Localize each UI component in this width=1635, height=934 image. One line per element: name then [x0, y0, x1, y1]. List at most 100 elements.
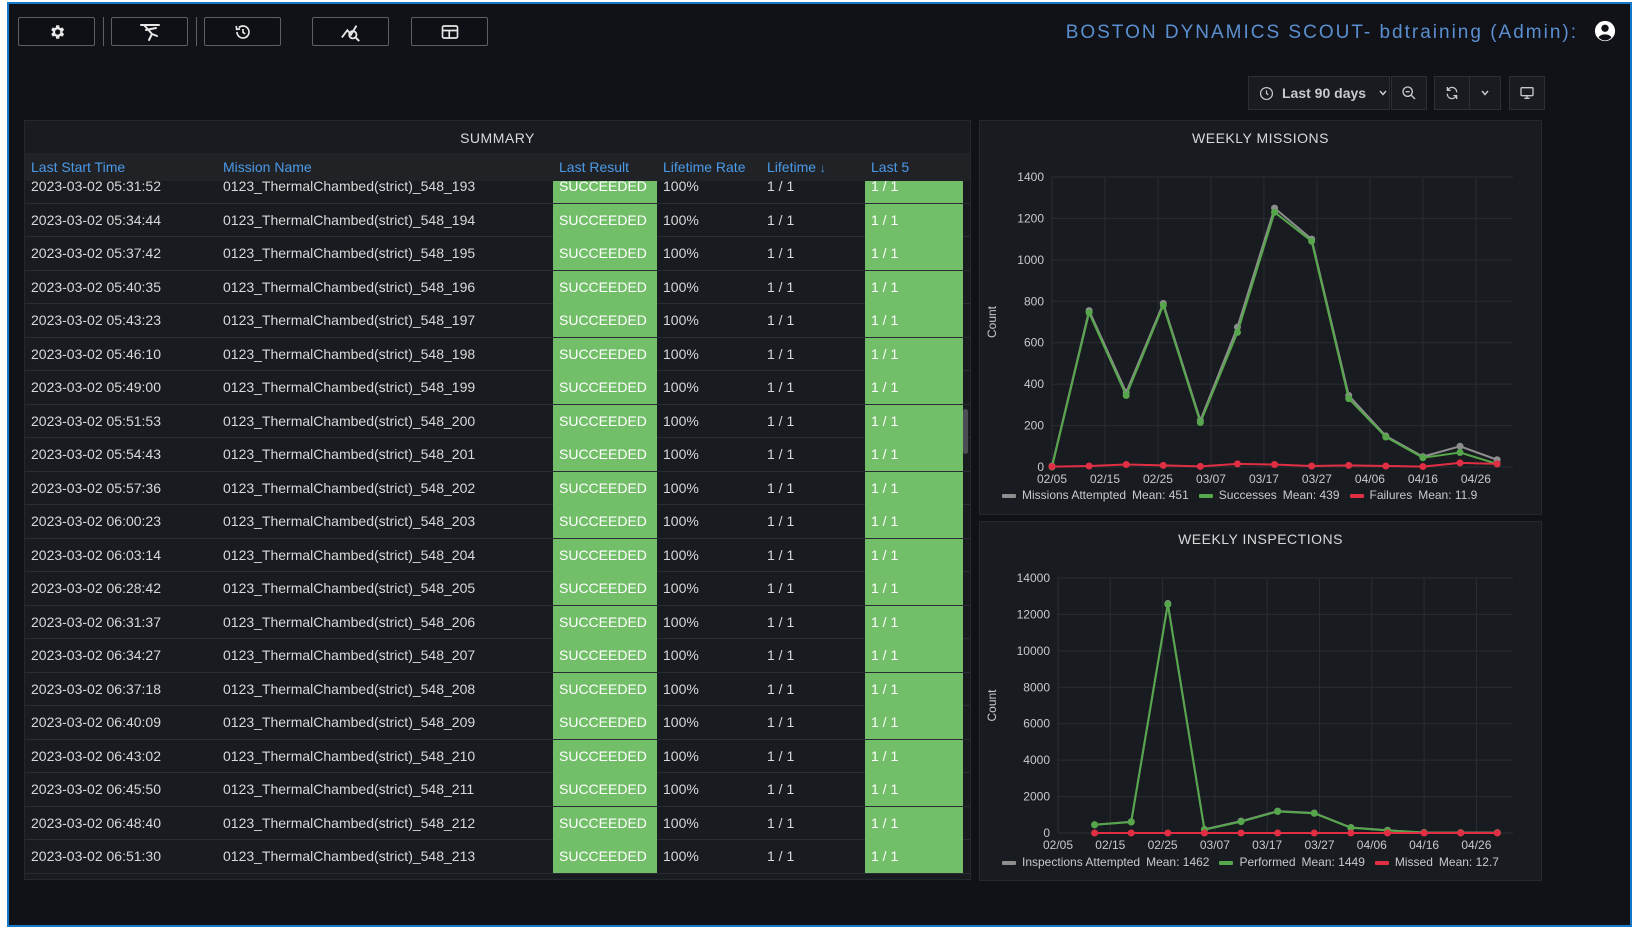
table-row[interactable]: 2023-03-02 05:49:00 0123_ThermalChambed(s… [25, 371, 970, 405]
table-scrollbar[interactable] [963, 409, 968, 454]
mission-name-cell[interactable]: 0123_ThermalChambed(strict)_548_194 [223, 211, 476, 228]
analytics-button[interactable] [312, 17, 389, 46]
last-result-cell: SUCCEEDED [553, 505, 657, 538]
mission-name-cell[interactable]: 0123_ThermalChambed(strict)_548_202 [223, 479, 476, 496]
mission-name-cell[interactable]: 0123_ThermalChambed(strict)_548_212 [223, 814, 476, 831]
table-row[interactable]: 2023-03-02 05:43:23 0123_ThermalChambed(s… [25, 304, 970, 338]
lifetime-rate-cell: 100% [663, 379, 699, 395]
lifetime-rate-cell: 100% [663, 680, 699, 697]
toolbar-divider [103, 17, 104, 46]
refresh-button[interactable] [1434, 76, 1470, 110]
mission-name-cell[interactable]: 0123_ThermalChambed(strict)_548_204 [223, 546, 476, 563]
table-row[interactable]: 2023-03-02 05:57:36 0123_ThermalChambed(s… [25, 471, 970, 505]
lifetime-cell: 1 / 1 [767, 546, 795, 563]
legend-item[interactable]: Missions Attempted Mean: 451 [1002, 488, 1189, 502]
column-header-mission-name[interactable]: Mission Name [223, 159, 312, 175]
robot-view-button[interactable] [111, 17, 188, 46]
legend-item[interactable]: Performed Mean: 1449 [1219, 855, 1365, 869]
mission-name-cell[interactable]: 0123_ThermalChambed(strict)_548_207 [223, 647, 476, 663]
table-row[interactable]: 2023-03-02 06:00:23 0123_ThermalChambed(s… [25, 505, 970, 539]
data-point [1347, 824, 1355, 832]
settings-button[interactable] [18, 17, 95, 46]
legend-series-mean: Mean: 1462 [1146, 855, 1210, 869]
legend-series-mean: Mean: 12.7 [1438, 855, 1499, 869]
dashboard-button[interactable] [411, 17, 488, 46]
table-row[interactable]: 2023-03-02 05:34:44 0123_ThermalChambed(s… [25, 203, 970, 237]
mission-name-cell[interactable]: 0123_ThermalChambed(strict)_548_203 [223, 513, 476, 529]
table-row[interactable]: 2023-03-02 05:54:43 0123_ThermalChambed(s… [25, 438, 970, 472]
last-start-time-cell: 2023-03-02 05:49:00 [31, 379, 161, 395]
history-button[interactable] [204, 17, 281, 46]
mission-name-cell[interactable]: 0123_ThermalChambed(strict)_548_201 [223, 446, 476, 462]
mission-name-cell[interactable]: 0123_ThermalChambed(strict)_548_206 [223, 613, 476, 630]
data-point [1308, 237, 1316, 245]
mission-name-cell[interactable]: 0123_ThermalChambed(strict)_548_198 [223, 345, 476, 362]
last-5-cell: 1 / 1 [865, 840, 963, 873]
mission-name-cell[interactable]: 0123_ThermalChambed(strict)_548_195 [223, 245, 476, 261]
mission-name-cell[interactable]: 0123_ThermalChambed(strict)_548_210 [223, 747, 476, 764]
legend-swatch [1198, 493, 1213, 498]
table-row[interactable]: 2023-03-02 05:31:52 0123_ThermalChambed(s… [25, 181, 970, 204]
mission-name-cell[interactable]: 0123_ThermalChambed(strict)_548_211 [223, 781, 475, 797]
column-header-lifetime[interactable]: Lifetime ↓ [761, 153, 865, 181]
legend-item[interactable]: Successes Mean: 439 [1198, 488, 1340, 502]
column-header-last-result[interactable]: Last Result [559, 159, 630, 175]
mission-name-cell[interactable]: 0123_ThermalChambed(strict)_548_213 [223, 848, 476, 864]
legend-item[interactable]: Inspections Attempted Mean: 1462 [1002, 855, 1209, 869]
lifetime-rate-cell: 100% [663, 211, 699, 228]
lifetime-cell: 1 / 1 [767, 479, 795, 496]
legend-series-name: Successes [1218, 488, 1277, 502]
time-range-picker[interactable]: Last 90 days [1248, 76, 1390, 110]
view-mode-button[interactable] [1509, 76, 1545, 110]
mission-name-cell[interactable]: 0123_ThermalChambed(strict)_548_209 [223, 714, 476, 730]
mission-name-cell[interactable]: 0123_ThermalChambed(strict)_548_197 [223, 312, 476, 328]
mission-name-cell[interactable]: 0123_ThermalChambed(strict)_548_205 [223, 580, 476, 596]
table-row[interactable]: 2023-03-02 05:46:10 0123_ThermalChambed(s… [25, 337, 970, 371]
legend-item[interactable]: Missed Mean: 12.7 [1374, 855, 1499, 869]
last-start-time-cell: 2023-03-02 06:00:23 [31, 513, 161, 529]
user-avatar-icon[interactable] [1594, 20, 1616, 47]
table-row[interactable]: 2023-03-02 06:34:27 0123_ThermalChambed(s… [25, 639, 970, 673]
mission-name-cell[interactable]: 0123_ThermalChambed(strict)_548_199 [223, 379, 476, 395]
table-row[interactable]: 2023-03-02 06:37:18 0123_ThermalChambed(s… [25, 672, 970, 706]
last-start-time-cell: 2023-03-02 05:40:35 [31, 278, 161, 295]
last-result-cell: SUCCEEDED [553, 739, 657, 773]
mission-name-cell[interactable]: 0123_ThermalChambed(strict)_548_208 [223, 680, 476, 697]
column-header-lifetime-rate[interactable]: Lifetime Rate [663, 159, 746, 175]
last-5-cell: 1 / 1 [865, 672, 963, 706]
x-tick-label: 02/15 [1090, 472, 1120, 486]
table-row[interactable]: 2023-03-02 06:51:30 0123_ThermalChambed(s… [25, 840, 970, 874]
table-row[interactable]: 2023-03-02 05:37:42 0123_ThermalChambed(s… [25, 237, 970, 271]
mission-name-cell[interactable]: 0123_ThermalChambed(strict)_548_196 [223, 278, 476, 295]
column-header-last-start-time[interactable]: Last Start Time [31, 159, 126, 175]
table-row[interactable]: 2023-03-02 06:03:14 0123_ThermalChambed(s… [25, 538, 970, 572]
legend-item[interactable]: Failures Mean: 11.9 [1349, 488, 1477, 502]
table-row[interactable]: 2023-03-02 05:51:53 0123_ThermalChambed(s… [25, 404, 970, 438]
table-row[interactable]: 2023-03-02 06:45:50 0123_ThermalChambed(s… [25, 773, 970, 807]
data-point [1345, 461, 1353, 469]
column-header-last-5[interactable]: Last 5 [871, 159, 910, 175]
lifetime-rate-cell: 100% [663, 747, 699, 764]
x-tick-label: 03/27 [1302, 472, 1332, 486]
table-row[interactable]: 2023-03-02 05:40:35 0123_ThermalChambed(s… [25, 270, 970, 304]
table-row[interactable]: 2023-03-02 06:43:02 0123_ThermalChambed(s… [25, 739, 970, 773]
y-tick-label: 6000 [1023, 717, 1050, 731]
series-line [1094, 604, 1498, 834]
last-start-time-cell: 2023-03-02 06:48:40 [31, 814, 161, 831]
lifetime-rate-cell: 100% [663, 345, 699, 362]
data-point [1085, 462, 1093, 470]
table-row[interactable]: 2023-03-02 06:48:40 0123_ThermalChambed(s… [25, 806, 970, 840]
table-row[interactable]: 2023-03-02 06:40:09 0123_ThermalChambed(s… [25, 706, 970, 740]
data-point [1237, 818, 1245, 826]
zoom-out-button[interactable] [1391, 76, 1427, 110]
mission-name-cell[interactable]: 0123_ThermalChambed(strict)_548_200 [223, 412, 476, 429]
legend-series-name: Failures [1369, 488, 1413, 502]
table-row[interactable]: 2023-03-02 06:28:42 0123_ThermalChambed(s… [25, 572, 970, 606]
table-row[interactable]: 2023-03-02 06:31:37 0123_ThermalChambed(s… [25, 605, 970, 639]
data-point [1457, 829, 1465, 837]
refresh-interval-dropdown[interactable] [1469, 76, 1501, 110]
last-5-cell: 1 / 1 [865, 572, 963, 605]
last-start-time-cell: 2023-03-02 05:43:23 [31, 312, 161, 328]
mission-name-cell[interactable]: 0123_ThermalChambed(strict)_548_193 [223, 181, 476, 194]
last-result-cell: SUCCEEDED [553, 840, 657, 873]
